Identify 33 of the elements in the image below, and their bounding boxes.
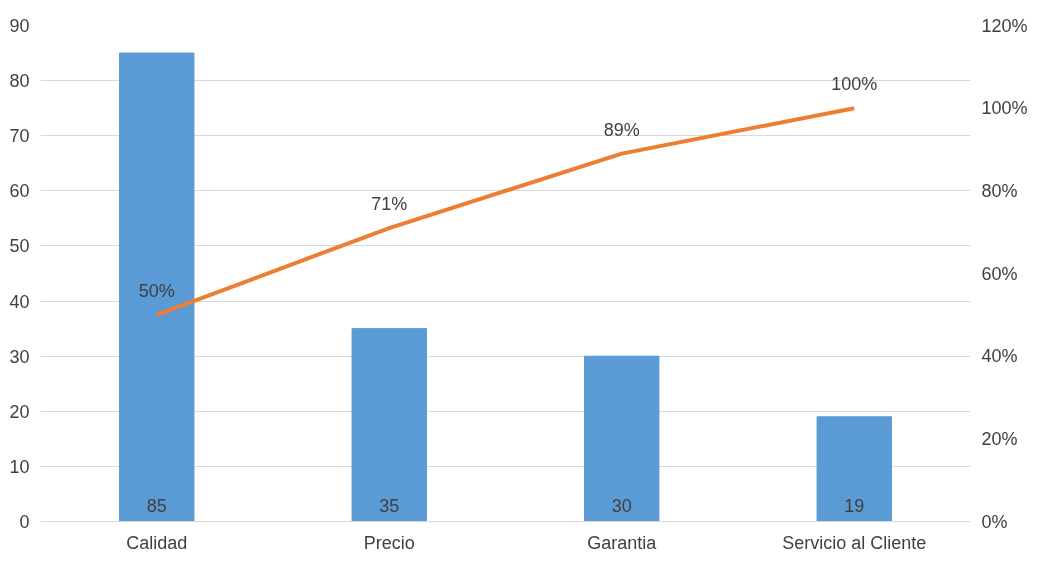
data-label: 71%: [371, 194, 408, 215]
y-tick-label: 70: [9, 126, 30, 147]
data-label: 35: [379, 495, 400, 516]
y-tick-label: 20: [9, 401, 30, 422]
y-tick-label: 80: [9, 71, 30, 92]
y2-tick-label: 80%: [981, 180, 1018, 201]
y2-tick-label: 60%: [981, 263, 1018, 284]
x-tick-label: Calidad: [126, 532, 188, 553]
x-tick-label: Precio: [363, 532, 415, 553]
y-tick-label: 30: [9, 346, 30, 367]
data-label: 85: [146, 495, 167, 516]
y-tick-label: 10: [9, 456, 30, 477]
bar: [584, 355, 660, 522]
data-label: 50%: [138, 280, 175, 301]
data-label: 100%: [831, 74, 878, 95]
bar: [119, 52, 195, 522]
y2-tick-label: 20%: [981, 428, 1018, 449]
y-tick-label: 0: [19, 512, 30, 532]
bar: [351, 328, 427, 522]
y2-tick-label: 100%: [981, 98, 1028, 119]
y-tick-label: 40: [9, 291, 30, 312]
bar: [816, 416, 892, 522]
y-tick-label: 90: [9, 16, 30, 36]
y2-tick-label: 120%: [981, 15, 1028, 36]
y-tick-label: 60: [9, 181, 30, 202]
x-tick-label: Garantia: [587, 532, 658, 553]
y2-tick-label: 0%: [981, 511, 1008, 532]
data-label: 19: [844, 495, 865, 516]
data-label: 30: [611, 495, 632, 516]
data-label: 89%: [603, 119, 640, 140]
x-tick-label: Servicio al Cliente: [782, 532, 927, 553]
y2-tick-label: 40%: [981, 346, 1018, 367]
y-tick-label: 50: [9, 236, 30, 257]
